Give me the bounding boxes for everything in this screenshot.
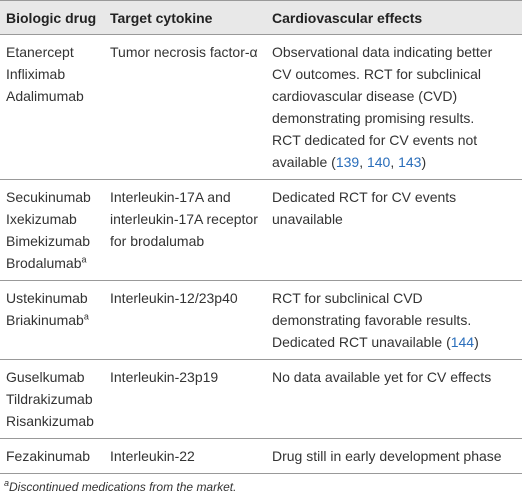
effects-text: RCT for subclinical CVD — [272, 290, 423, 306]
cytokine-text: for brodalumab — [110, 233, 205, 249]
cytokine-cell: Interleukin-12/23p40 — [104, 280, 266, 360]
effects-cell: Observational data indicating better CV o… — [266, 34, 522, 180]
note-marker: a — [83, 311, 89, 322]
drug-line: Brodalumaba — [6, 252, 98, 274]
effects-text: , — [390, 154, 399, 170]
cytokine-cell: Interleukin-23p19 — [104, 359, 266, 439]
header-cell: Biologic drug — [0, 0, 104, 35]
effects-cell: Dedicated RCT for CV events unavailable — [266, 179, 522, 281]
effects-cell: RCT for subclinical CVD demonstrating fav… — [266, 280, 522, 360]
drug-name: Ixekizumab — [6, 211, 77, 227]
effects-text: RCT dedicated for CV events not — [272, 132, 478, 148]
effects-cell: No data available yet for CV effects — [266, 359, 522, 439]
drug-name: Risankizumab — [6, 413, 94, 429]
effects-text: Dedicated RCT for CV events — [272, 189, 457, 205]
drug-name: Bimekizumab — [6, 233, 91, 249]
table-row: Fezakinumab Interleukin-22 Drug still in e… — [0, 438, 522, 474]
drug-cell: Ustekinumab Briakinumaba — [0, 280, 104, 360]
effects-text: unavailable — [272, 211, 343, 227]
drug-line: Briakinumaba — [6, 309, 98, 331]
drug-cell: Guselkumab Tildrakizumab Risankizumab — [0, 359, 104, 439]
cytokine-cell: Interleukin-17A and interleukin-17A recep… — [104, 179, 266, 281]
effects-text: Dedicated RCT unavailable ( — [272, 334, 451, 350]
drug-name: Fezakinumab — [6, 448, 91, 464]
footnote: aDiscontinued medications from the marke… — [0, 474, 522, 500]
cytokine-text: Interleukin-17A and — [110, 189, 231, 205]
drug-name: Guselkumab — [6, 369, 85, 385]
cytokine-text: Interleukin-23p19 — [110, 369, 219, 385]
effects-text: ) — [474, 334, 479, 350]
drug-name: Infliximab — [6, 66, 66, 82]
effects-text: ) — [421, 154, 427, 170]
note-marker: a — [81, 254, 87, 265]
table-row: Guselkumab Tildrakizumab Risankizumab Inter… — [0, 359, 522, 439]
table-body: Etanercept Infliximab Adalimumab Tumor necr… — [0, 34, 522, 474]
header-cell: Target cytokine — [104, 0, 266, 35]
drug-name: Adalimumab — [6, 88, 84, 104]
drug-cell: Secukinumab Ixekizumab Bimekizumab Brodalum… — [0, 179, 104, 281]
effects-text: demonstrating promising results. — [272, 110, 475, 126]
effects-text: CV outcomes. RCT for subclinical — [272, 66, 482, 82]
effects-text: No data available yet for CV effects — [272, 369, 492, 385]
effects-text: available ( — [272, 154, 336, 170]
drug-cell: Etanercept Infliximab Adalimumab — [0, 34, 104, 180]
drug-cell: Fezakinumab — [0, 438, 104, 474]
effects-line: available (139, 140, 143) — [272, 151, 516, 173]
effects-text: Drug still in early development phase — [272, 448, 502, 464]
effects-text: Observational data indicating better — [272, 44, 493, 60]
header-row: Biologic drug Target cytokine Cardiovascul… — [0, 0, 522, 35]
drug-name: Brodalumab — [6, 255, 82, 271]
table-row: Secukinumab Ixekizumab Bimekizumab Brodalum… — [0, 179, 522, 281]
reference-link[interactable]: 139 — [335, 154, 360, 170]
reference-link[interactable]: 144 — [450, 334, 475, 350]
drug-name: Secukinumab — [6, 189, 91, 205]
effects-cell: Drug still in early development phase — [266, 438, 522, 474]
effects-text: demonstrating favorable results. — [272, 312, 472, 328]
table-row: Ustekinumab Briakinumaba Interleukin-12/23… — [0, 280, 522, 360]
reference-link[interactable]: 143 — [398, 154, 422, 170]
cytokine-text: Interleukin-12/23p40 — [110, 290, 238, 306]
header-cell: Cardiovascular effects — [266, 0, 522, 35]
cytokine-text: Tumor necrosis factor-α — [110, 44, 258, 60]
drug-name: Tildrakizumab — [6, 391, 93, 407]
drug-name: Etanercept — [6, 44, 74, 60]
drug-name: Briakinumab — [6, 312, 84, 328]
table-row: Etanercept Infliximab Adalimumab Tumor necr… — [0, 34, 522, 180]
footnote-text: Discontinued medications from the market… — [9, 480, 237, 494]
cytokine-text: Interleukin-22 — [110, 448, 195, 464]
cytokine-cell: Interleukin-22 — [104, 438, 266, 474]
cytokine-cell: Tumor necrosis factor-α — [104, 34, 266, 180]
effects-line: Dedicated RCT unavailable (144) — [272, 331, 516, 353]
drug-name: Ustekinumab — [6, 290, 88, 306]
cytokine-text: interleukin-17A receptor — [110, 211, 258, 227]
effects-text: cardiovascular disease (CVD) — [272, 88, 458, 104]
table: Biologic drug Target cytokine Cardiovascul… — [0, 0, 522, 474]
effects-text: , — [359, 154, 367, 170]
reference-link[interactable]: 140 — [366, 154, 391, 170]
